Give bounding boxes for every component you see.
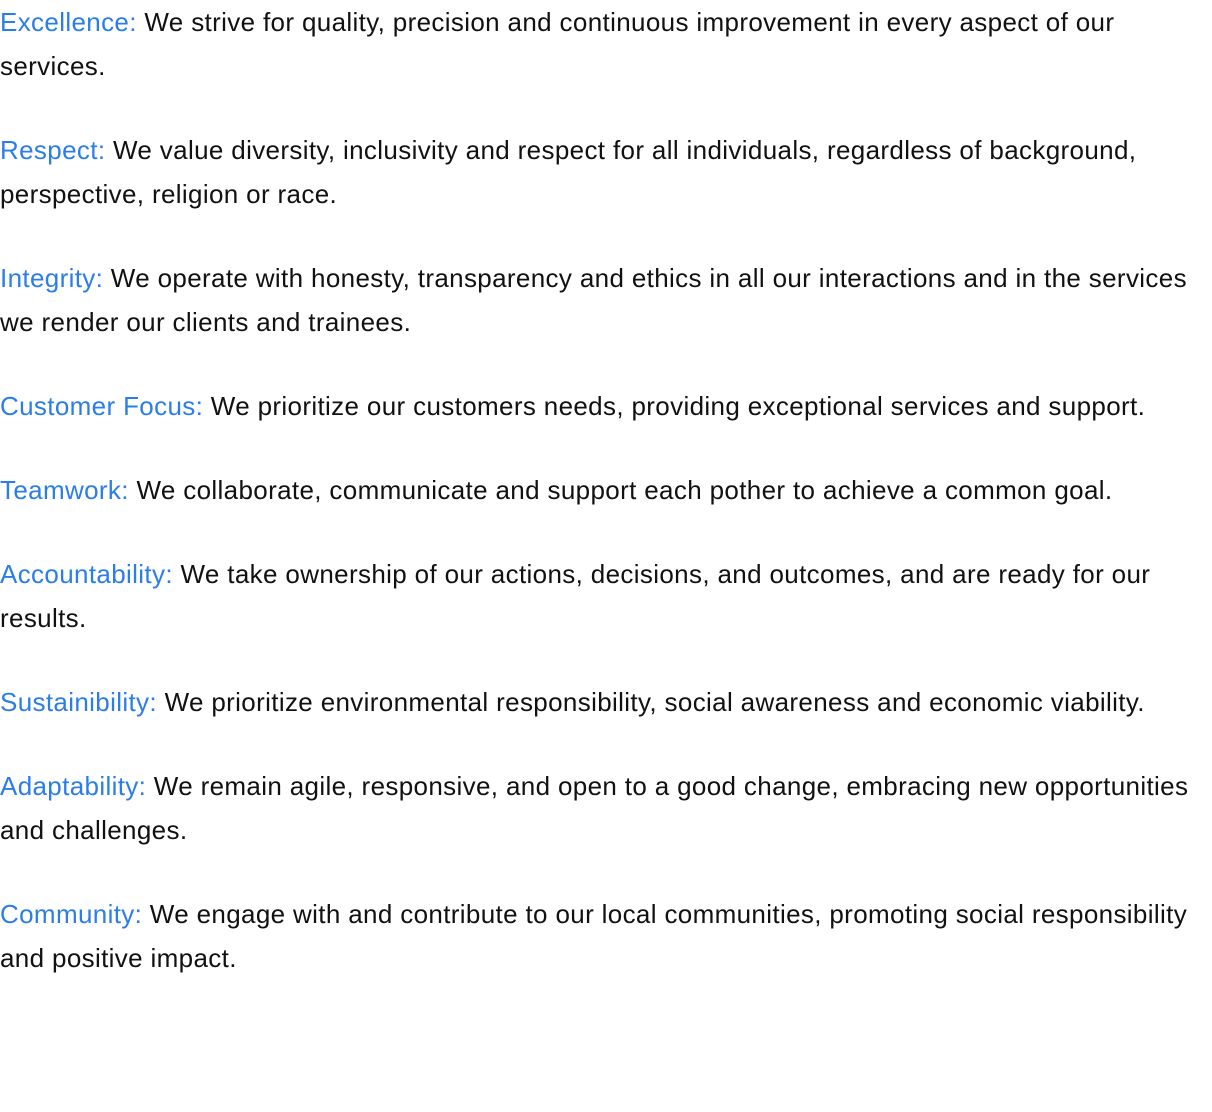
value-description: We prioritize our customers needs, provi… <box>210 391 1146 421</box>
value-description: We operate with honesty, transparency an… <box>0 263 1187 337</box>
value-term: Integrity: <box>0 263 104 293</box>
value-term: Respect: <box>0 135 106 165</box>
core-values-list: Excellence: We strive for quality, preci… <box>0 0 1212 980</box>
value-description: We value diversity, inclusivity and resp… <box>0 135 1137 209</box>
value-item-excellence: Excellence: We strive for quality, preci… <box>0 0 1212 88</box>
value-item-respect: Respect: We value diversity, inclusivity… <box>0 128 1212 216</box>
value-term: Teamwork: <box>0 475 129 505</box>
value-term: Community: <box>0 899 143 929</box>
value-item-teamwork: Teamwork: We collaborate, communicate an… <box>0 468 1212 512</box>
value-item-accountability: Accountability: We take ownership of our… <box>0 552 1212 640</box>
value-item-community: Community: We engage with and contribute… <box>0 892 1212 980</box>
value-description: We strive for quality, precision and con… <box>0 7 1115 81</box>
value-term: Excellence: <box>0 7 137 37</box>
value-term: Adaptability: <box>0 771 147 801</box>
value-description: We remain agile, responsive, and open to… <box>0 771 1189 845</box>
value-item-adaptability: Adaptability: We remain agile, responsiv… <box>0 764 1212 852</box>
value-term: Customer Focus: <box>0 391 204 421</box>
value-description: We collaborate, communicate and support … <box>136 475 1113 505</box>
value-description: We prioritize environmental responsibili… <box>164 687 1145 717</box>
value-description: We engage with and contribute to our loc… <box>0 899 1188 973</box>
value-term: Accountability: <box>0 559 173 589</box>
value-item-customer-focus: Customer Focus: We prioritize our custom… <box>0 384 1212 428</box>
value-description: We take ownership of our actions, decisi… <box>0 559 1151 633</box>
value-term: Sustainibility: <box>0 687 157 717</box>
value-item-integrity: Integrity: We operate with honesty, tran… <box>0 256 1212 344</box>
value-item-sustainability: Sustainibility: We prioritize environmen… <box>0 680 1212 724</box>
